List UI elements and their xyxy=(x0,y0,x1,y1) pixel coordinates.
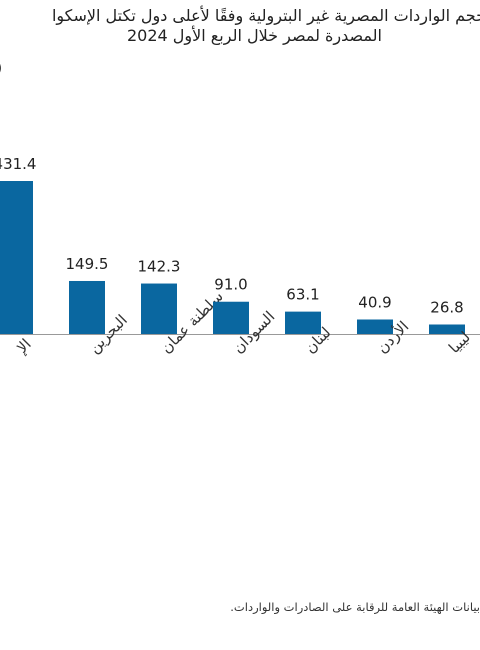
value-label: 91.0 xyxy=(214,276,247,294)
bar-5 xyxy=(285,311,321,334)
bar-4 xyxy=(213,301,249,334)
title-line-1: حجم الواردات المصرية غير البترولية وفقًا… xyxy=(51,6,480,25)
bar-3 xyxy=(141,283,177,334)
bar-2 xyxy=(69,280,105,334)
value-label: 149.5 xyxy=(66,255,109,273)
bar-1 xyxy=(0,181,33,334)
value-label: 40.9 xyxy=(358,293,391,311)
title-line-2: المصدرة لمصر خلال الربع الأول 2024 xyxy=(126,26,382,45)
bar-7 xyxy=(429,324,465,334)
chart-title: حجم الواردات المصرية غير البترولية وفقًا… xyxy=(0,6,480,46)
bar-6 xyxy=(357,319,393,334)
value-label: 142.3 xyxy=(138,258,181,276)
value-label: 26.8 xyxy=(430,298,463,316)
category-label: الإ xyxy=(13,335,35,357)
value-label: 431.4 xyxy=(0,155,36,173)
source-note: بيانات الهيئة العامة للرقابة على الصادرا… xyxy=(230,600,480,614)
unit-label-fragment: ) xyxy=(0,58,2,77)
value-label: 63.1 xyxy=(286,286,319,304)
